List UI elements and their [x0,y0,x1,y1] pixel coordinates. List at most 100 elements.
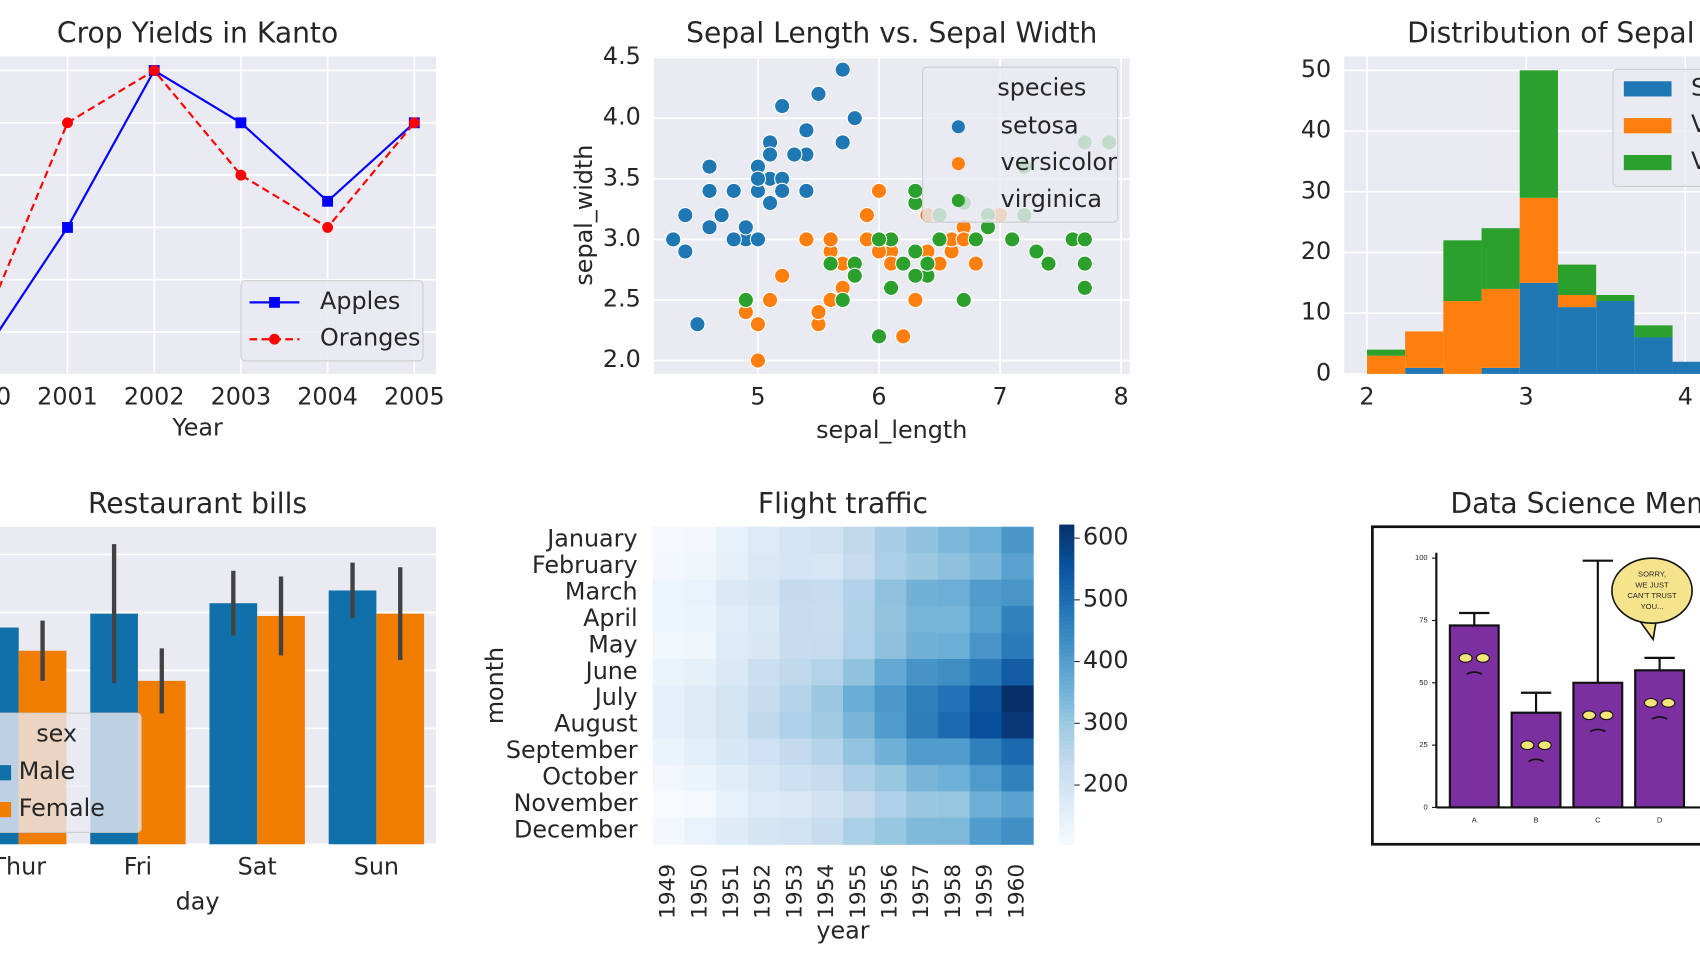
y-axis-label: month [481,647,509,724]
heat-cell [906,579,939,607]
heat-cell [842,817,876,845]
point [677,243,694,260]
legend-patch [1623,154,1672,171]
y-tick-label: August [554,710,637,738]
heat-cell [652,685,685,713]
colorbar-tick-label: 600 [1083,523,1128,551]
x-tick-label: D [1657,815,1663,824]
heat-cell [969,738,1003,766]
face-eye [1520,740,1535,751]
face-eye [1582,710,1597,721]
bar [1481,228,1520,289]
colorbar-segment [1059,584,1075,590]
heat-cell [969,685,1003,713]
point [1076,279,1093,296]
colorbar-segment [1059,832,1075,837]
legend [240,280,424,362]
colorbar-segment [1059,816,1075,821]
heat-cell [842,711,876,739]
chart-title: Restaurant bills [88,487,307,520]
colorbar-segment [1059,632,1075,638]
colorbar-segment [1059,792,1075,797]
colorbar-segment [1059,812,1075,817]
colorbar-segment [1059,800,1075,805]
heat-cell [684,659,717,687]
bar [1672,361,1700,374]
heat-cell [969,711,1003,739]
heat-cell [1001,632,1034,660]
heat-cell [684,764,717,792]
heat-cell [969,817,1003,845]
bar [1634,325,1673,338]
heat-cell [716,685,749,713]
x-tick-label: B [1534,815,1539,824]
colorbar-segment [1059,788,1075,793]
heat-cell [842,553,876,581]
colorbar-segment [1059,656,1075,662]
x-tick-label: C [1595,815,1601,824]
heat-cell [1001,685,1034,713]
heat-cell [811,579,844,607]
heat-cell [1001,817,1034,845]
legend-patch [0,802,12,818]
marker [322,222,334,233]
legend-label: V [1691,147,1700,175]
colorbar-segment [1059,840,1075,845]
heat-cell [684,791,717,819]
legend-label: versicolor [1001,148,1117,176]
bar [1519,197,1558,283]
heat-cell [874,817,907,845]
colorbar-segment [1059,760,1075,765]
point [737,219,754,236]
annotation: WE JUST [1635,580,1669,589]
face-eye [1537,740,1552,751]
x-axis-label: year [816,917,869,945]
heat-cell [906,606,939,634]
colorbar-segment [1059,732,1075,738]
colorbar-segment [1059,636,1075,642]
x-tick-label: A [1472,815,1478,824]
marker [322,195,334,207]
x-tick-label: 5 [750,382,765,410]
x-tick-label: 2004 [297,382,358,410]
colorbar-segment [1059,780,1075,785]
heat-cell [747,606,781,634]
annotation: SORRY, [1638,569,1666,578]
y-tick-label: June [584,657,638,685]
point [749,231,767,248]
y-tick-label: 100 [1415,553,1428,562]
face-eye [1661,697,1676,708]
x-tick-label: 1954 [814,864,839,919]
heat-cell [906,659,939,687]
y-tick-label: July [593,683,638,711]
heat-cell [938,711,971,739]
colorbar-segment [1059,756,1075,762]
heat-cell [874,711,907,739]
heat-cell [779,659,812,687]
colorbar-segment [1059,628,1075,634]
bar [1443,301,1482,374]
colorbar-segment [1059,692,1075,698]
y-tick-label: 25 [1419,740,1427,749]
chart-title: Flight traffic [758,487,928,520]
heat-cell [652,711,685,739]
point [919,255,936,272]
chart-title: Sepal Length vs. Sepal Width [686,17,1097,50]
colorbar-segment [1059,644,1075,650]
x-axis-label: sepal_length [816,416,967,444]
x-tick-label: Sat [238,853,277,881]
colorbar-segment [1059,716,1075,722]
heat-cell [652,659,685,687]
heat-cell [969,579,1003,607]
heat-cell [842,606,876,634]
heat-cell [779,711,812,739]
bar [1519,282,1558,374]
colorbar-segment [1059,704,1075,710]
colorbar-segment [1059,764,1075,769]
heat-cell [1001,553,1034,581]
y-tick-label: 2.5 [603,284,641,312]
heat-cell [779,791,812,819]
heat-cell [969,764,1003,792]
point [858,207,876,224]
heat-cell [684,606,717,634]
